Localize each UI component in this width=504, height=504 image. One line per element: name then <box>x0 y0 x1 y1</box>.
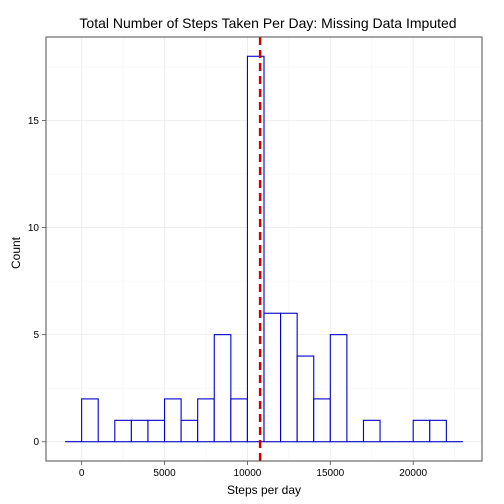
y-tick-label: 10 <box>28 223 40 234</box>
histogram-bar <box>147 419 166 443</box>
panel-border <box>45 36 483 462</box>
histogram-bar <box>230 398 248 443</box>
histogram-bar <box>213 334 232 443</box>
x-axis-title: Steps per day <box>227 483 301 497</box>
x-tick-label: 0 <box>79 468 85 479</box>
y-axis-title: Count <box>9 236 23 269</box>
histogram-bar <box>329 334 348 443</box>
histogram-bar <box>180 419 199 443</box>
histogram-bar <box>263 312 282 443</box>
histogram-bar <box>280 312 298 443</box>
x-axis-ticks: 0 5000 10000 15000 20000 <box>79 461 428 479</box>
y-tick-label: 15 <box>28 116 40 127</box>
x-tick-label: 5000 <box>153 468 176 479</box>
histogram-bar <box>246 55 265 443</box>
histogram-bar <box>362 419 381 443</box>
y-axis-ticks: 0 5 10 15 <box>28 116 46 448</box>
x-tick-label: 10000 <box>234 468 262 479</box>
chart-title: Total Number of Steps Taken Per Day: Mis… <box>79 15 456 31</box>
histogram-bar <box>130 419 149 443</box>
x-tick-label: 20000 <box>399 468 427 479</box>
y-tick-label: 0 <box>33 437 39 448</box>
histogram-bar <box>429 419 447 443</box>
x-tick-label: 15000 <box>316 468 344 479</box>
histogram-bar <box>114 419 132 443</box>
histogram-bar <box>412 419 431 443</box>
histogram-bar <box>197 398 215 443</box>
histogram-bar <box>313 398 331 443</box>
histogram-bar <box>296 355 315 443</box>
histogram-bars <box>65 55 463 443</box>
histogram-bar <box>81 398 99 443</box>
y-tick-label: 5 <box>33 330 39 341</box>
histogram-bar <box>163 398 182 443</box>
